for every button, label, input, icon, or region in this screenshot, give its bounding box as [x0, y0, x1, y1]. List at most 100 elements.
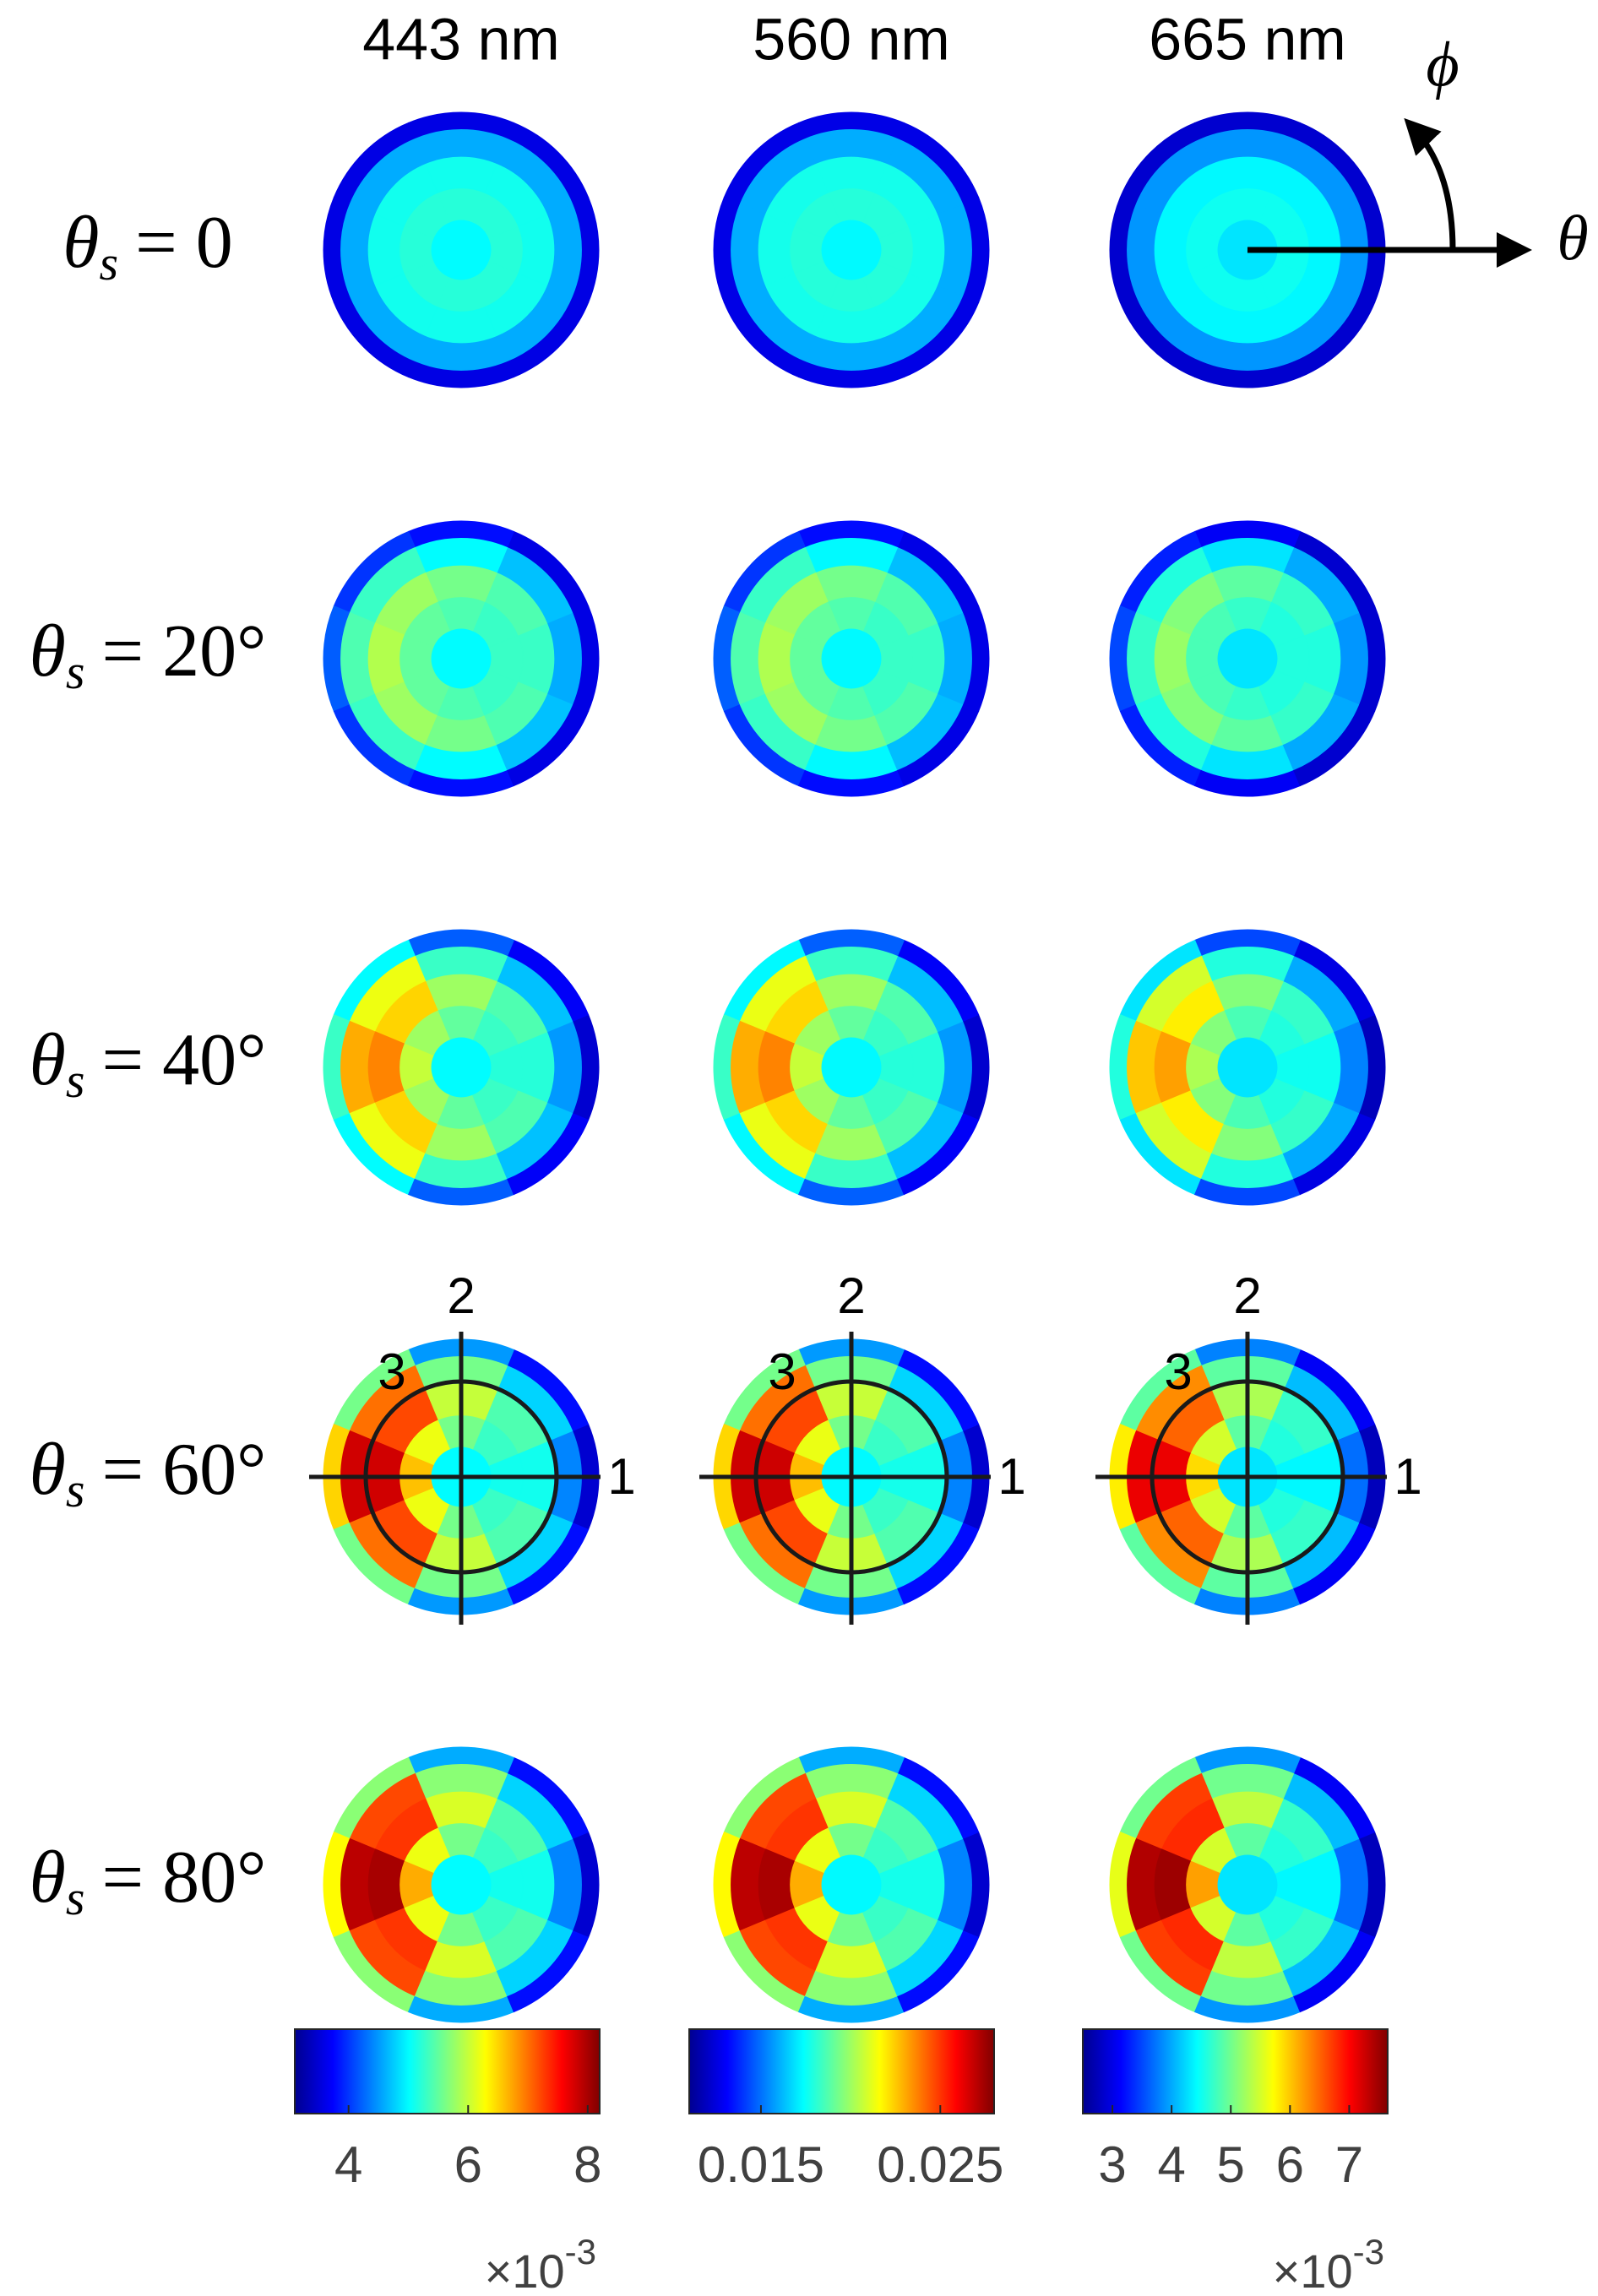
colorbar-tick-label: 4 [334, 2136, 362, 2193]
heat-cell [424, 1941, 498, 1979]
heat-cell [757, 1030, 795, 1105]
row-label-var: θ [30, 1837, 66, 1919]
theta-label: θ [1557, 203, 1588, 274]
heat-cell [507, 704, 590, 787]
exponent-power: -3 [565, 2232, 596, 2272]
heat-cell [507, 296, 590, 378]
colorbar [1082, 2028, 1389, 2114]
heat-cell [1304, 1848, 1342, 1922]
colorbar-tick-label: 8 [573, 2136, 601, 2193]
heat-cell [908, 213, 946, 287]
colorbar-tick-label: 6 [454, 2136, 482, 2193]
heat-cell [1210, 973, 1285, 1011]
exponent-base: ×10 [485, 2244, 565, 2296]
heat-cell [897, 1113, 980, 1196]
row-label-var: θ [30, 1019, 66, 1101]
inset-label: 1 [1394, 1448, 1421, 1505]
heat-cell [1210, 715, 1285, 753]
colorbar-tick-label: 7 [1335, 2136, 1363, 2193]
heat-cell [518, 213, 556, 287]
heat-cell [897, 704, 980, 787]
inset-label: 2 [1233, 1267, 1261, 1324]
column-title: 560 nm [753, 6, 949, 72]
heat-cell [814, 973, 889, 1011]
heat-cell [897, 1930, 980, 2013]
colorbar [688, 2028, 995, 2114]
phi-arrow [1404, 117, 1456, 251]
heat-cell [1153, 1848, 1191, 1922]
heat-cell [1153, 621, 1191, 696]
phi-label: ϕ [1426, 29, 1459, 100]
row-label-var: θ [30, 611, 66, 692]
heat-cell [757, 621, 795, 696]
row-label-rest: = 0 [135, 202, 233, 284]
colorbar-tick-label: 0.025 [877, 2136, 1003, 2193]
heat-cell [1210, 307, 1285, 345]
inset-label: 3 [378, 1343, 405, 1400]
heat-cell [1153, 1030, 1191, 1105]
heat-cell [424, 1790, 498, 1828]
colorbar-tick-label: 5 [1217, 2136, 1245, 2193]
heat-cell [1210, 1124, 1285, 1162]
heat-cell [757, 213, 795, 287]
heat-cell [507, 1523, 590, 1605]
heat-cell [424, 715, 498, 753]
row-label-rest: = 60° [101, 1429, 266, 1511]
exponent-base: ×10 [1273, 2244, 1353, 2296]
heat-cell [814, 715, 889, 753]
heat-cell [518, 1848, 556, 1922]
row-label: θs = 0 [63, 202, 232, 290]
heat-cell [424, 155, 498, 193]
heat-cell [814, 1790, 889, 1828]
heat-cell [1210, 1790, 1285, 1828]
column-title: 665 nm [1149, 6, 1345, 72]
row-label-rest: = 80° [101, 1837, 266, 1919]
row-label: θs = 80° [30, 1837, 267, 1925]
heat-cell [507, 1930, 590, 2013]
heat-cell [367, 213, 405, 287]
heat-cell [1293, 704, 1376, 787]
row-label-sub: s [66, 1463, 85, 1517]
colorbar-exponent: ×10-3 [485, 2232, 596, 2296]
colorbar-tick-label: 6 [1276, 2136, 1304, 2193]
heat-cell [814, 564, 889, 602]
row-label-var: θ [63, 202, 99, 284]
heat-cell [518, 1030, 556, 1105]
heat-cell [367, 621, 405, 696]
row-label: θs = 60° [30, 1429, 267, 1517]
heat-cell [814, 1124, 889, 1162]
heat-cell [1210, 155, 1285, 193]
heat-cell [424, 564, 498, 602]
heat-cell [1304, 621, 1342, 696]
heat-cell [1293, 1930, 1376, 2013]
inset-label: 2 [837, 1267, 865, 1324]
heat-cell [1210, 564, 1285, 602]
heat-cell [908, 621, 946, 696]
heat-cell [424, 1124, 498, 1162]
heat-cell [507, 1113, 590, 1196]
heat-cell [367, 1848, 405, 1922]
row-label: θs = 20° [30, 611, 267, 699]
heat-cell [518, 621, 556, 696]
colorbar-tick-label: 4 [1157, 2136, 1185, 2193]
heat-cell [814, 155, 889, 193]
row-label: θs = 40° [30, 1019, 267, 1108]
row-label-sub: s [66, 1870, 85, 1925]
heat-cell [814, 307, 889, 345]
heat-cell [897, 1523, 980, 1605]
column-title: 443 nm [362, 6, 559, 72]
heat-cell [908, 1030, 946, 1105]
colorbar-tick-label: 0.015 [698, 2136, 824, 2193]
inset-label: 3 [768, 1343, 796, 1400]
row-label-sub: s [66, 644, 85, 699]
heat-cell [1304, 1030, 1342, 1105]
row-label-sub: s [66, 1053, 85, 1108]
heat-cell [367, 1030, 405, 1105]
heat-cell [814, 1941, 889, 1979]
heat-cell [424, 973, 498, 1011]
heat-cell [1293, 296, 1376, 378]
inset-label: 1 [607, 1448, 635, 1505]
exponent-power: -3 [1353, 2232, 1384, 2272]
row-label-var: θ [30, 1429, 66, 1511]
